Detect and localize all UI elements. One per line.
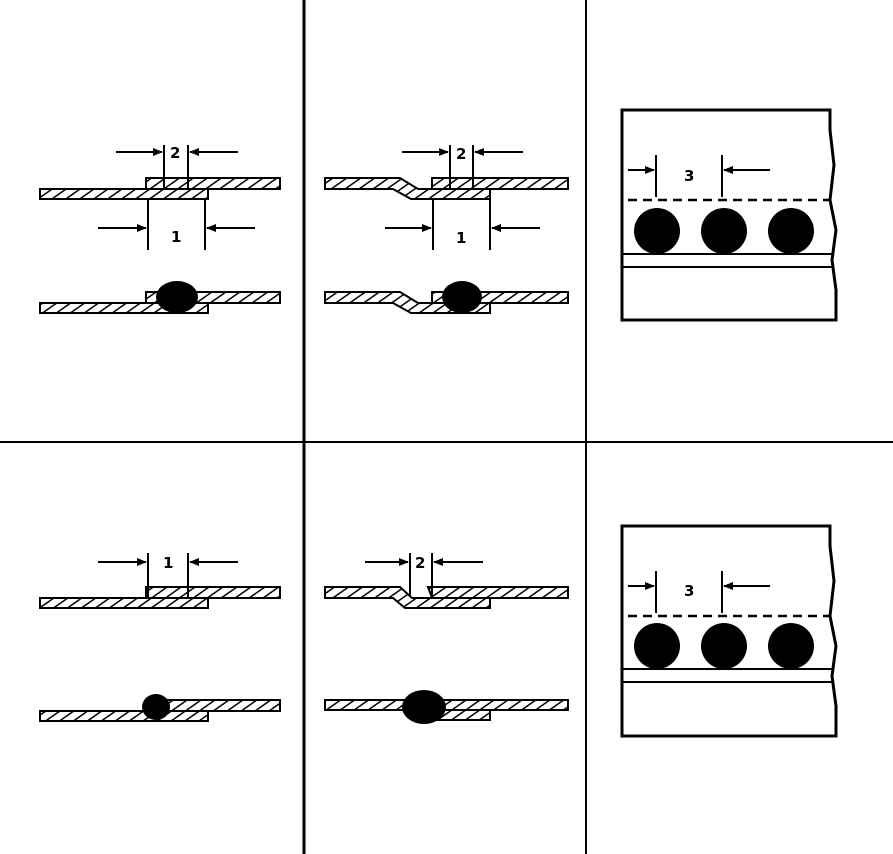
weld-nugget: [634, 208, 680, 254]
panel-weld-pitch-bottom: 3: [620, 524, 838, 738]
pitch-label: 3: [684, 582, 694, 600]
overlap-joint-before-weld: 2 1: [39, 144, 281, 250]
panel-overlap-joint-top: 2 1: [39, 144, 281, 314]
panel-overlap-joint-bottom: 1: [39, 553, 281, 722]
weld-nugget: [768, 623, 814, 669]
overlap-label: 1: [171, 228, 181, 246]
weld-bead: [442, 281, 482, 313]
panel-butt-joint-bottom: 2: [324, 553, 569, 724]
overlap-joint-after-weld: [39, 694, 281, 722]
gap-label: 2: [415, 554, 425, 572]
pitch-label: 3: [684, 167, 694, 185]
panel-joggled-joint-top: 2 1: [324, 145, 569, 314]
gap-label: 2: [456, 145, 466, 163]
overlap-label: 1: [163, 554, 173, 572]
weld-bead: [402, 690, 446, 724]
overlap-label: 1: [456, 229, 466, 247]
butt-joint-before-weld: 2: [324, 553, 569, 609]
joggled-joint-before-weld: 2 1: [324, 145, 569, 250]
joggled-joint-after-weld: [324, 281, 569, 314]
weld-nugget: [701, 208, 747, 254]
panel-weld-pitch-top: 3: [620, 108, 838, 322]
weld-nugget: [634, 623, 680, 669]
overlap-joint-before-weld: 1: [39, 553, 281, 609]
overlap-joint-after-weld: [39, 281, 281, 314]
butt-joint-after-weld: [324, 690, 569, 724]
weld-nugget: [701, 623, 747, 669]
weld-bead: [142, 694, 170, 720]
weld-nugget: [768, 208, 814, 254]
gap-label: 2: [170, 144, 180, 162]
weld-bead: [156, 281, 198, 313]
